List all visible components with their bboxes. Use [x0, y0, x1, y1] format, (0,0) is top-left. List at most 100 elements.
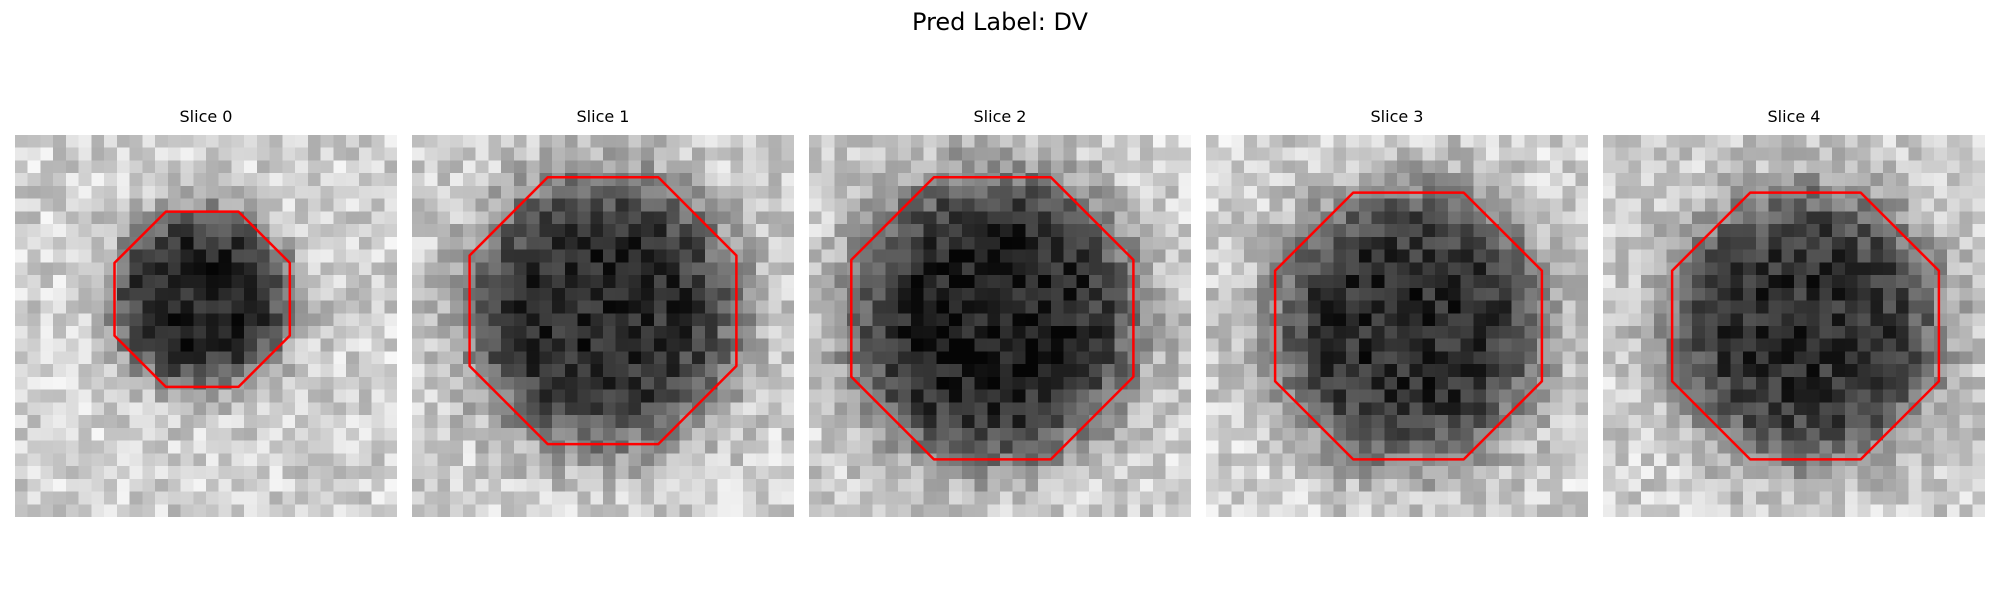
- image-pixel: [244, 427, 258, 441]
- image-pixel: [1819, 491, 1833, 505]
- image-pixel: [1870, 491, 1884, 505]
- image-pixel: [1549, 364, 1563, 378]
- image-pixel: [552, 249, 566, 263]
- image-pixel: [295, 478, 309, 492]
- image-pixel: [1819, 313, 1833, 327]
- image-pixel: [885, 389, 899, 403]
- image-pixel: [679, 300, 693, 314]
- image-pixel: [872, 440, 886, 454]
- image-pixel: [603, 224, 617, 238]
- image-pixel: [1114, 440, 1128, 454]
- image-pixel: [1127, 427, 1141, 441]
- image-pixel: [371, 135, 385, 149]
- image-pixel: [1730, 351, 1744, 365]
- image-pixel: [1615, 275, 1629, 289]
- image-pixel: [743, 440, 757, 454]
- image-pixel: [1653, 453, 1668, 467]
- image-pixel: [1883, 224, 1897, 238]
- image-pixel: [462, 466, 477, 480]
- image-pixel: [1152, 224, 1166, 238]
- image-pixel: [1615, 300, 1629, 314]
- image-pixel: [1218, 427, 1232, 441]
- image-pixel: [1063, 415, 1077, 429]
- image-pixel: [1946, 135, 1960, 149]
- image-pixel: [513, 262, 527, 276]
- image-pixel: [936, 198, 950, 212]
- image-pixel: [1244, 376, 1258, 391]
- image-pixel: [692, 338, 706, 352]
- image-pixel: [949, 224, 963, 238]
- image-pixel: [1358, 478, 1372, 492]
- image-pixel: [1857, 376, 1871, 391]
- image-pixel: [1333, 427, 1347, 441]
- image-pixel: [333, 504, 347, 517]
- image-pixel: [1692, 211, 1706, 225]
- image-pixel: [949, 402, 963, 416]
- image-pixel: [1870, 415, 1884, 429]
- image-pixel: [949, 313, 963, 327]
- image-pixel: [320, 364, 334, 378]
- image-pixel: [1178, 415, 1191, 429]
- image-pixel: [704, 453, 718, 467]
- image-pixel: [40, 287, 54, 301]
- image-pixel: [577, 185, 591, 200]
- image-pixel: [1768, 491, 1782, 505]
- image-pixel: [1857, 262, 1871, 276]
- image-pixel: [1371, 338, 1385, 352]
- image-pixel: [987, 287, 1001, 301]
- image-pixel: [1768, 338, 1782, 352]
- image-pixel: [1717, 453, 1731, 467]
- image-pixel: [129, 415, 143, 429]
- image-pixel: [1050, 504, 1065, 517]
- image-pixel: [1857, 160, 1871, 174]
- image-pixel: [692, 198, 706, 212]
- image-pixel: [1282, 173, 1296, 187]
- image-pixel: [1269, 211, 1283, 225]
- image-pixel: [1781, 402, 1795, 416]
- image-pixel: [1447, 300, 1462, 314]
- image-pixel: [1000, 440, 1014, 454]
- image-pixel: [1152, 198, 1166, 212]
- image-pixel: [1704, 287, 1718, 301]
- image-pixel: [1101, 275, 1115, 289]
- image-pixel: [27, 338, 41, 352]
- image-pixel: [1140, 440, 1154, 454]
- image-pixel: [1972, 135, 1985, 149]
- image-pixel: [27, 275, 41, 289]
- image-pixel: [809, 427, 823, 441]
- image-pixel: [1615, 364, 1629, 378]
- image-pixel: [1870, 504, 1884, 517]
- image-pixel: [1038, 427, 1052, 441]
- image-pixel: [809, 185, 823, 200]
- image-pixel: [1114, 211, 1128, 225]
- image-pixel: [809, 211, 823, 225]
- image-pixel: [1895, 351, 1909, 365]
- image-pixel: [1679, 376, 1693, 391]
- image-pixel: [564, 427, 578, 441]
- image-pixel: [91, 440, 105, 454]
- image-pixel: [1628, 236, 1642, 250]
- image-pixel: [1050, 478, 1065, 492]
- image-pixel: [1295, 313, 1309, 327]
- image-pixel: [1717, 338, 1731, 352]
- image-pixel: [1498, 338, 1512, 352]
- image-pixel: [641, 338, 655, 352]
- image-pixel: [641, 326, 655, 340]
- image-pixel: [949, 491, 963, 505]
- image-pixel: [781, 402, 794, 416]
- image-pixel: [898, 300, 912, 314]
- image-pixel: [1460, 326, 1474, 340]
- image-pixel: [1152, 478, 1166, 492]
- image-pixel: [1781, 351, 1795, 365]
- image-pixel: [180, 198, 194, 212]
- image-pixel: [628, 211, 642, 225]
- image-pixel: [768, 440, 782, 454]
- image-pixel: [768, 491, 782, 505]
- image-pixel: [1895, 262, 1909, 276]
- image-pixel: [1781, 224, 1795, 238]
- image-pixel: [1755, 313, 1769, 327]
- image-pixel: [898, 287, 912, 301]
- image-pixel: [987, 504, 1001, 517]
- image-pixel: [1575, 326, 1588, 340]
- image-pixel: [1178, 249, 1191, 263]
